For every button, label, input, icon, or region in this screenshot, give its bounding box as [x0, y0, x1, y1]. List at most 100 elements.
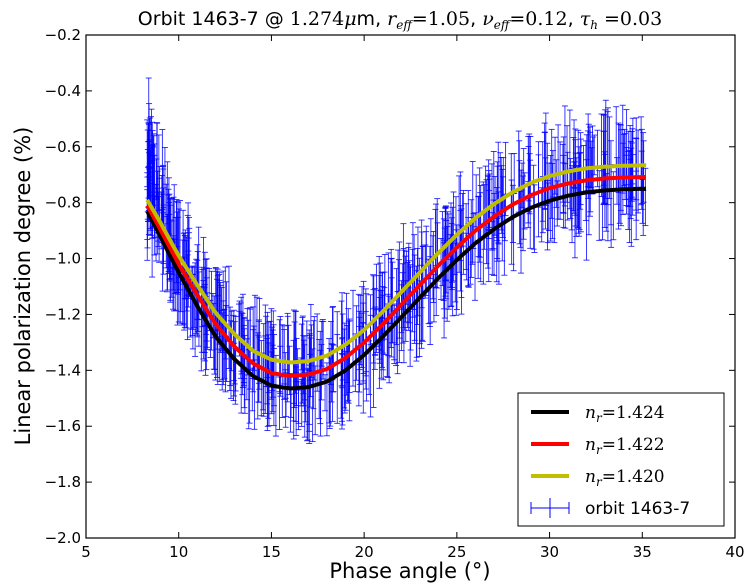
x-tick-label: 40: [725, 543, 744, 561]
errorbar: [557, 141, 564, 220]
errorbar: [564, 151, 571, 221]
errorbar: [449, 206, 456, 288]
errorbar: [360, 280, 367, 374]
errorbar: [309, 348, 316, 443]
x-tick-label: 25: [447, 543, 466, 561]
y-tick-label: −1.4: [45, 361, 81, 379]
y-tick-label: −0.4: [45, 82, 81, 100]
errorbar: [223, 281, 230, 382]
errorbar: [227, 320, 234, 399]
errorbar: [535, 154, 542, 238]
errorbar: [602, 99, 609, 199]
errorbar: [251, 359, 258, 430]
y-tick-label: −2.0: [45, 529, 81, 547]
errorbar: [457, 210, 464, 292]
line-series-group: [145, 163, 647, 391]
errorbar: [427, 218, 434, 279]
legend-label-orbit: orbit 1463-7: [585, 499, 690, 519]
model-curve-1422: [145, 175, 646, 378]
errorbar: [583, 159, 590, 261]
errorbar: [298, 357, 305, 407]
errorbar: [520, 148, 527, 240]
legend-swatch-orbit-errorbar: [530, 498, 570, 518]
errorbar: [616, 123, 623, 224]
errorbar: [491, 192, 498, 276]
errorbar: [294, 348, 301, 391]
errorbar: [155, 134, 162, 211]
errorbar: [564, 125, 571, 203]
errorbar: [227, 306, 234, 387]
errorbar: [304, 367, 311, 441]
chart-title: Orbit 1463-7 @ 1.274μm, reff=1.05, νeff=…: [138, 8, 662, 32]
errorbar: [576, 152, 583, 230]
y-axis-label: Linear polarization degree (%): [11, 127, 35, 446]
errorbar: [434, 198, 441, 289]
legend-label-1424: nr=1.424: [585, 403, 665, 425]
errorbar: [610, 171, 617, 241]
x-tick-label: 15: [262, 543, 281, 561]
errorbar: [293, 366, 300, 436]
model-curve-1420: [145, 163, 647, 365]
axis-ticks: 5 10 15 20 25 30 35 40 −2.0 −1.8 −1.6 −1.4 −1.2 −1.0 −…: [45, 26, 745, 561]
errorbar: [571, 161, 578, 259]
errorbar: [502, 141, 509, 217]
errorbar: [317, 330, 324, 425]
x-axis-label: Phase angle (°): [329, 559, 490, 583]
y-tick-label: −1.8: [45, 473, 81, 491]
errorbar: [561, 105, 568, 207]
errorbar: [338, 353, 345, 422]
errorbar: [584, 130, 591, 188]
errorbar: [255, 334, 262, 403]
errorbar: [165, 194, 172, 272]
y-tick-label: −1.6: [45, 417, 81, 435]
x-tick-label: 30: [540, 543, 559, 561]
legend-box: [517, 392, 725, 527]
errorbar: [541, 131, 548, 210]
errorbar: [310, 320, 317, 410]
errorbar: [370, 308, 377, 408]
errorbar: [208, 270, 215, 351]
y-tick-label: −0.8: [45, 194, 81, 212]
legend-label-1422: nr=1.422: [585, 435, 665, 457]
errorbar: [453, 224, 460, 310]
errorbar: [574, 166, 581, 229]
errorbar: [492, 176, 499, 236]
y-tick-label: −1.2: [45, 305, 81, 323]
errorbar: [250, 329, 257, 393]
errorbar: [509, 184, 516, 243]
errorbar: [276, 319, 283, 393]
errorbar: [490, 199, 497, 250]
errorbar: [356, 316, 363, 385]
errorbar: [560, 136, 567, 214]
y-tick-label: −0.6: [45, 138, 81, 156]
errorbar: [635, 129, 642, 214]
errorbar: [418, 264, 425, 349]
errorbar: [406, 260, 413, 324]
errorbar: [480, 181, 487, 285]
x-tick-label: 20: [355, 543, 374, 561]
errorbar: [552, 136, 559, 195]
errorbar: [279, 324, 286, 418]
errorbar: [569, 165, 576, 244]
errorbar: [577, 138, 584, 233]
errorbar: [306, 364, 313, 444]
errorbar: [531, 184, 538, 253]
errorbar: [544, 180, 551, 251]
errorbar: [316, 339, 323, 420]
errorbar: [472, 212, 479, 301]
errorbar: [194, 251, 201, 332]
errorbar: [477, 185, 484, 283]
model-curve-1424: [145, 186, 647, 391]
plot-frame: [85, 34, 736, 539]
x-tick-label: 35: [633, 543, 652, 561]
x-tick-label: 10: [169, 543, 188, 561]
y-tick-label: −0.2: [45, 26, 81, 44]
errorbar: [547, 155, 554, 242]
errorbar: [570, 137, 577, 211]
x-tick-label: 5: [81, 543, 91, 561]
errorbar: [290, 339, 297, 422]
legend-label-1420: nr=1.420: [585, 467, 665, 489]
errorbar: [254, 332, 261, 420]
legend: nr=1.424 nr=1.422 nr=1.420 orbit 1463-7: [517, 392, 725, 527]
